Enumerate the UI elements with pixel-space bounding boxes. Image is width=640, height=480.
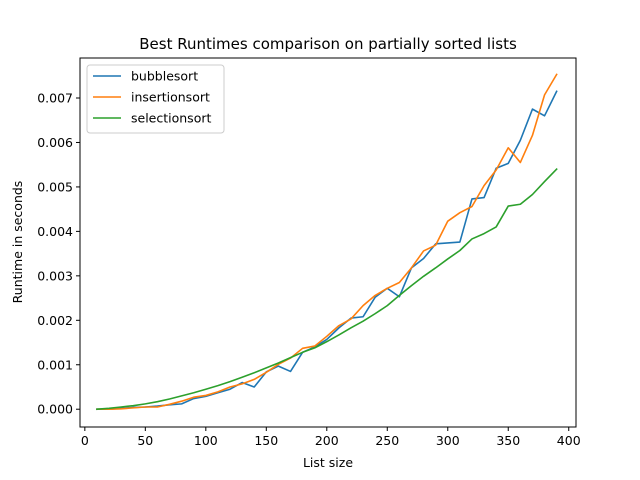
chart-title: Best Runtimes comparison on partially so… bbox=[139, 35, 517, 53]
series-line-selectionsort bbox=[96, 168, 558, 411]
y-tick-label: 0.001 bbox=[37, 357, 73, 372]
y-tick-label: 0.003 bbox=[37, 268, 73, 283]
series-line-bubblesort bbox=[96, 90, 558, 411]
x-tick-label: 150 bbox=[254, 433, 278, 448]
series-layer bbox=[96, 73, 558, 411]
legend-box bbox=[86, 64, 225, 134]
legend-label-bubblesort: bubblesort bbox=[131, 69, 198, 84]
x-axis: 0 50 100 150 200 250 300 350 400 bbox=[81, 427, 581, 448]
x-tick-label: 0 bbox=[81, 433, 89, 448]
x-tick-label: 400 bbox=[557, 433, 581, 448]
y-axis: 0.000 0.001 0.002 0.003 0.004 0.005 0.006 0.007 bbox=[37, 91, 80, 417]
x-tick-label: 350 bbox=[496, 433, 520, 448]
legend-label-insertionsort: insertionsort bbox=[131, 90, 210, 105]
plot-frame bbox=[79, 57, 577, 428]
y-tick-label: 0.006 bbox=[37, 135, 73, 150]
x-tick-label: 100 bbox=[194, 433, 218, 448]
y-tick-label: 0.002 bbox=[37, 313, 73, 328]
x-tick-label: 250 bbox=[375, 433, 399, 448]
y-tick-label: 0.007 bbox=[37, 91, 73, 106]
y-axis-title: Runtime in seconds bbox=[10, 181, 25, 304]
series-line-insertionsort bbox=[96, 73, 558, 411]
plot-area bbox=[79, 57, 577, 428]
y-tick-label: 0.005 bbox=[37, 179, 73, 194]
x-tick-label: 300 bbox=[436, 433, 460, 448]
x-tick-label: 200 bbox=[315, 433, 339, 448]
x-axis-title: List size bbox=[303, 455, 353, 470]
legend-label-selectionsort: selectionsort bbox=[131, 111, 211, 126]
y-tick-label: 0.004 bbox=[37, 224, 73, 239]
legend: bubblesort insertionsort selectionsort bbox=[86, 64, 225, 134]
y-tick-label: 0.000 bbox=[37, 402, 73, 417]
x-tick-label: 50 bbox=[137, 433, 153, 448]
